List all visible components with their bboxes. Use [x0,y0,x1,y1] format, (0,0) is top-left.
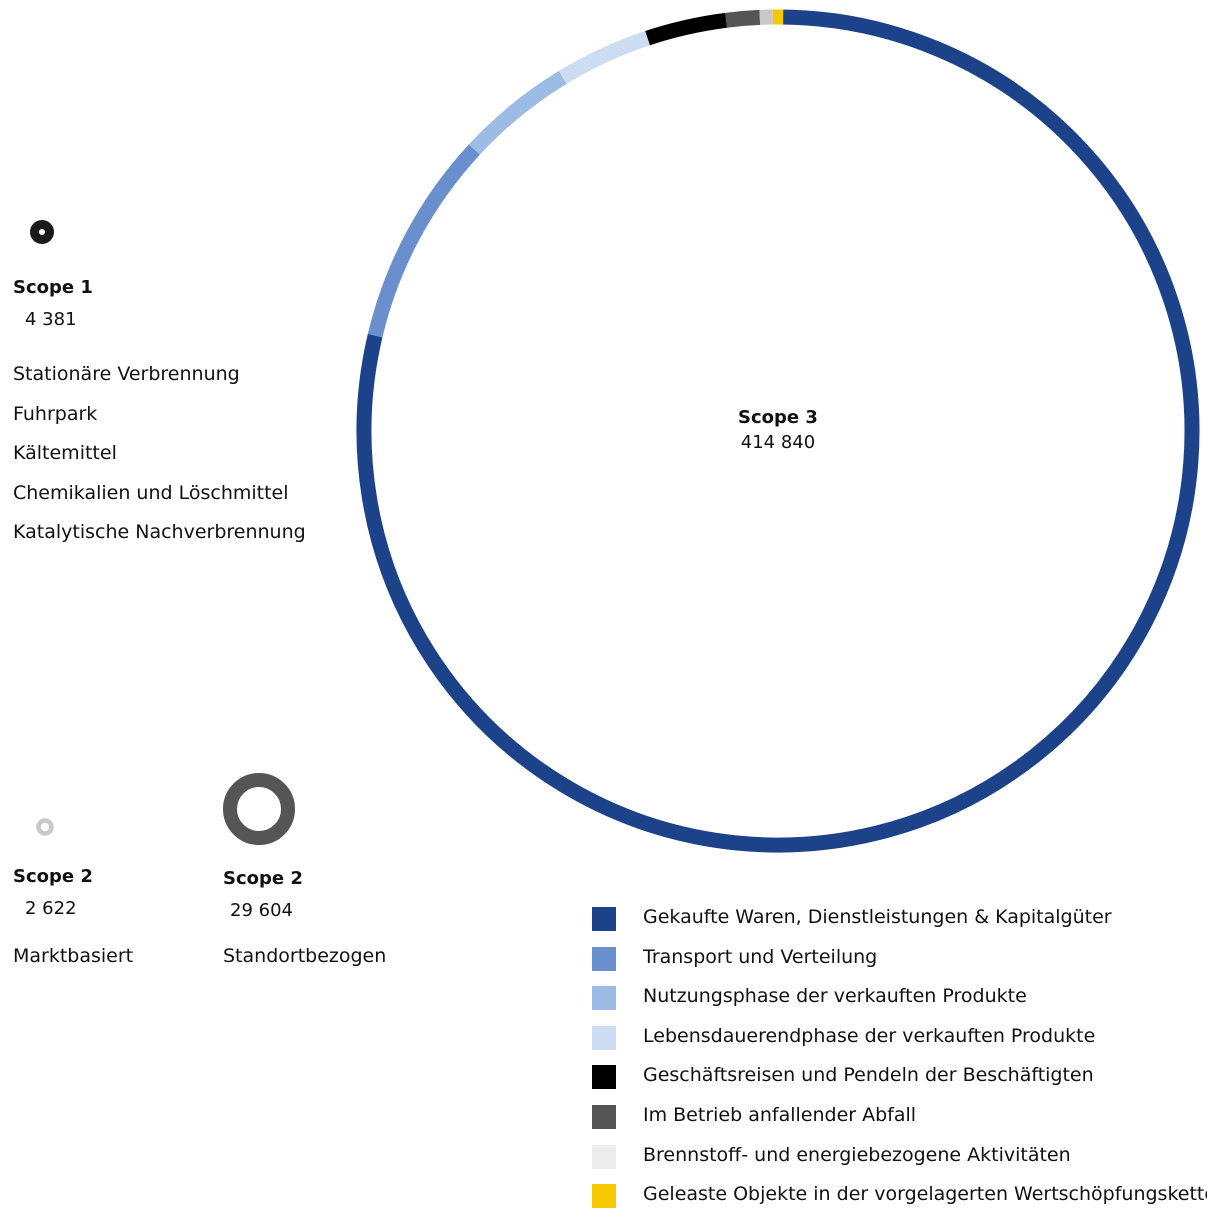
scope1-category: Kältemittel [13,441,306,481]
scope2-location-ring-mark [230,780,288,838]
legend-swatch [592,947,616,971]
legend-item: Gekaufte Waren, Dienstleistungen & Kapit… [592,905,1207,945]
legend-swatch [592,1105,616,1129]
scope1-category: Katalytische Nachverbrennung [13,520,306,560]
legend-label: Geleaste Objekte in der vorgelagerten We… [643,1182,1207,1206]
scope2-market-ring-mark [39,821,52,834]
scope3-segment-6 [726,17,760,20]
scope3-center-label: Scope 3 414 840 [678,407,878,453]
scope1-category-list: Stationäre Verbrennung Fuhrpark Kältemit… [13,362,306,560]
scope3-segment-4 [563,38,648,77]
scope2-location-ring [222,772,296,846]
scope3-segment-5 [648,20,727,38]
legend-item: Lebensdauerendphase der verkauften Produ… [592,1024,1207,1064]
scope1-ring [30,220,54,244]
legend-label: Im Betrieb anfallender Abfall [643,1103,916,1127]
legend-label: Transport und Verteilung [643,945,877,969]
legend-label: Nutzungsphase der verkauften Produkte [643,984,1027,1008]
legend-swatch [592,1065,616,1089]
legend-item: Geschäftsreisen und Pendeln der Beschäft… [592,1063,1207,1103]
legend-item: Brennstoff- und energiebezogene Aktivitä… [592,1143,1207,1183]
legend-swatch [592,1026,616,1050]
scope1-title: Scope 1 [13,277,93,298]
scope2-location-value: 29 604 [230,900,293,921]
scope2-location-subtitle: Standortbezogen [223,945,386,967]
legend-label: Lebensdauerendphase der verkauften Produ… [643,1024,1095,1048]
scope2-market-value: 2 622 [25,898,77,919]
scope1-category: Fuhrpark [13,402,306,442]
scope1-category: Stationäre Verbrennung [13,362,306,402]
legend-swatch [592,1145,616,1169]
legend-label: Brennstoff- und energiebezogene Aktivitä… [643,1143,1071,1167]
scope1-ring-mark [35,225,50,240]
scope1-value: 4 381 [25,309,77,330]
legend-label: Gekaufte Waren, Dienstleistungen & Kapit… [643,905,1112,929]
scope3-segment-3 [474,77,562,149]
scope3-title: Scope 3 [678,407,878,428]
legend-label: Geschäftsreisen und Pendeln der Beschäft… [643,1063,1094,1087]
scope2-market-subtitle: Marktbasiert [13,945,133,967]
scope3-segment-2 [375,149,474,335]
legend: Gekaufte Waren, Dienstleistungen & Kapit… [592,905,1207,1222]
scope3-value: 414 840 [678,432,878,453]
scope2-location-title: Scope 2 [223,868,303,889]
scope2-market-ring [35,817,55,837]
legend-item: Geleaste Objekte in der vorgelagerten We… [592,1182,1207,1222]
legend-item: Im Betrieb anfallender Abfall [592,1103,1207,1143]
legend-swatch [592,907,616,931]
legend-item: Transport und Verteilung [592,945,1207,985]
scope1-category: Chemikalien und Löschmittel [13,481,306,521]
legend-swatch [592,986,616,1010]
scope2-market-title: Scope 2 [13,866,93,887]
legend-item: Nutzungsphase der verkauften Produkte [592,984,1207,1024]
